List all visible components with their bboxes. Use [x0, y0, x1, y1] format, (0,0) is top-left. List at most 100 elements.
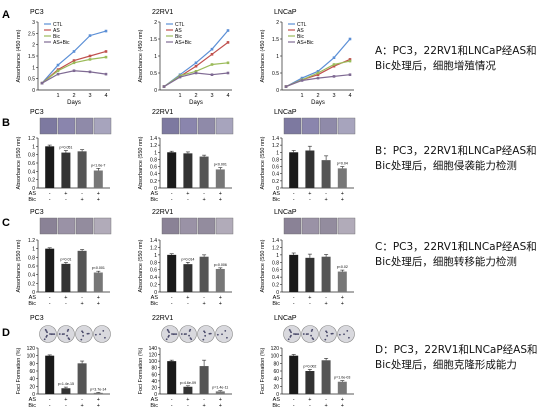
series-point: [88, 58, 92, 61]
treatment-label-bic: Bic: [28, 301, 36, 307]
treatment-sign: -: [309, 301, 311, 307]
bar: [93, 392, 103, 394]
colony-dot: [180, 333, 183, 335]
colony-dot: [188, 334, 190, 337]
y-tick-label: 0: [32, 186, 35, 192]
y-tick-label: 0.8: [28, 255, 35, 261]
series-point: [226, 29, 230, 32]
y-tick-label: 0.2: [272, 179, 279, 185]
bar: [167, 152, 177, 188]
panel-title-c-lncap: LNCaP: [274, 209, 297, 216]
y-tick-label: 40: [273, 377, 279, 383]
treatment-label-bic: Bic: [28, 197, 36, 203]
bar: [167, 254, 177, 292]
treatment-sign: +: [324, 403, 327, 409]
treatment-sign: +: [219, 301, 222, 307]
y-axis-label: Foci Formation (%): [16, 347, 22, 394]
panel-title-a-lncap: LNCaP: [274, 9, 297, 16]
micrograph-thumbnail: [161, 117, 180, 135]
series-point: [348, 58, 352, 61]
y-tick-label: 0: [276, 88, 279, 94]
colony-dot: [165, 338, 168, 341]
series-point: [332, 75, 336, 78]
treatment-sign: -: [65, 197, 67, 203]
micrograph-thumbnail: [197, 217, 216, 235]
p-value-label: p=1.4e-15: [58, 382, 74, 386]
y-tick-label: 1: [32, 65, 35, 71]
bar: [77, 363, 87, 394]
y-tick-label: 0: [32, 88, 35, 94]
treatment-sign: -: [325, 295, 327, 301]
colony-dot: [183, 333, 186, 336]
series-line-as-bic: [285, 74, 351, 88]
treatment-sign: -: [203, 295, 205, 301]
series-point: [300, 76, 304, 80]
colony-dot: [295, 333, 298, 336]
y-tick-label: 20: [151, 385, 157, 391]
treatment-sign: +: [202, 403, 205, 409]
legend-label: AS+Bic: [175, 40, 192, 46]
x-tick-label: 3: [210, 93, 213, 99]
colony-dot: [58, 333, 61, 335]
series-point: [104, 29, 108, 33]
colony-dot: [326, 334, 329, 337]
colony-dot: [46, 331, 48, 334]
treatment-sign: -: [187, 301, 189, 307]
panel-title-c-pc3: PC3: [30, 209, 44, 216]
y-axis-label: Absorbance (550 nm): [260, 136, 266, 189]
series-point: [316, 71, 320, 75]
treatment-sign: +: [308, 191, 311, 197]
colony-dish: [283, 325, 301, 343]
y-tick-label: 120: [149, 353, 158, 359]
micrograph-thumbnail: [57, 117, 76, 135]
micrograph-thumbnail: [75, 217, 94, 235]
series-point: [72, 50, 76, 53]
legend-label: AS+Bic: [53, 40, 70, 46]
treatment-sign: -: [171, 197, 173, 203]
y-tick-label: 0.5: [28, 77, 35, 83]
y-tick-label: 1.2: [272, 245, 279, 251]
series-point: [72, 61, 76, 65]
y-axis-label: Absorbance (550 nm): [138, 239, 144, 292]
colony-dot: [172, 333, 175, 336]
y-tick-label: 2: [154, 20, 157, 26]
y-tick-label: 3: [32, 20, 35, 26]
bar: [77, 250, 87, 292]
colony-dot: [66, 334, 68, 337]
colony-dot: [331, 332, 334, 335]
y-tick-label: 0.4: [272, 275, 279, 281]
treatment-sign: +: [64, 397, 67, 403]
treatment-label-bic: Bic: [272, 403, 280, 409]
panel-title-b-lncap: LNCaP: [274, 109, 297, 116]
treatment-sign: +: [80, 197, 83, 203]
x-axis-label: Days: [189, 100, 203, 106]
micrograph-thumbnail: [283, 117, 302, 135]
treatment-sign: -: [293, 197, 295, 203]
y-tick-label: 1: [154, 253, 157, 259]
micrograph-thumbnail: [179, 117, 198, 135]
y-tick-label: 0.4: [150, 172, 157, 178]
bar: [215, 268, 225, 292]
colony-dot: [189, 337, 192, 340]
treatment-sign: -: [171, 301, 173, 307]
series-point: [88, 54, 92, 58]
legend-label: Bic: [297, 34, 304, 40]
treatment-label-as: AS: [29, 397, 37, 403]
bar: [93, 170, 103, 188]
y-tick-label: 0: [32, 290, 35, 296]
treatment-sign: -: [81, 295, 83, 301]
y-tick-label: 2: [32, 43, 35, 49]
y-axis-label: Foci Formation (%): [260, 347, 266, 394]
colony-dish: [215, 325, 233, 343]
colony-dot: [99, 333, 101, 336]
bar: [45, 248, 55, 292]
micrograph-thumbnail: [319, 217, 338, 235]
treatment-sign: +: [186, 397, 189, 403]
colony-dish: [39, 325, 57, 343]
colony-dot: [330, 332, 333, 335]
colony-dish: [75, 325, 93, 343]
bar: [93, 272, 103, 292]
panel-title-b-22rv1: 22RV1: [152, 109, 173, 116]
colony-dot: [81, 331, 84, 334]
